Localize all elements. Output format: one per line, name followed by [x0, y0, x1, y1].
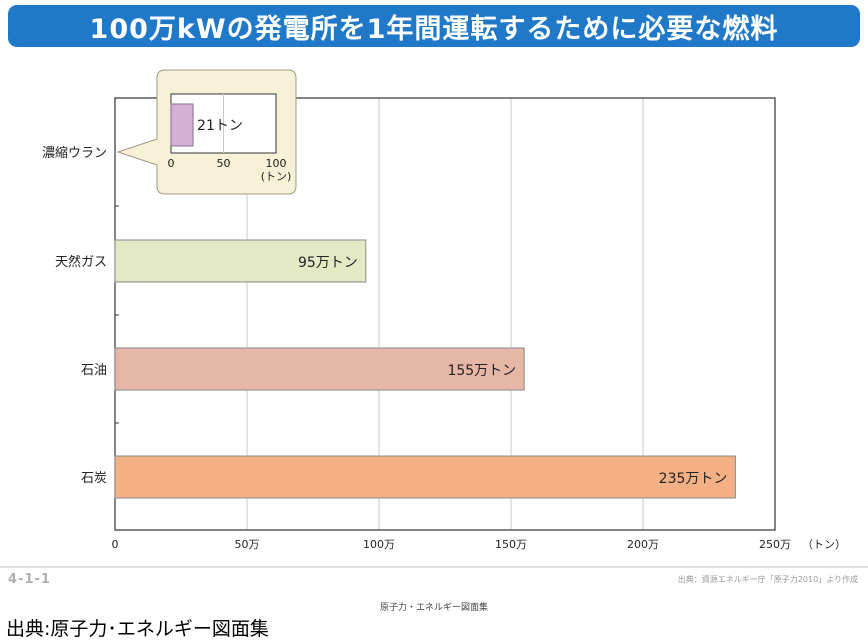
category-label: 石油 — [81, 363, 107, 378]
x-tick-label: 0 — [112, 538, 119, 551]
category-label: 濃縮ウラン — [42, 145, 107, 161]
x-tick-label: 250万 — [759, 538, 791, 551]
collection-title: 原子力・エネルギー図面集 — [379, 603, 488, 613]
inset-x-tick-label: 100 — [266, 157, 287, 170]
bar — [114, 455, 736, 499]
inset-x-tick-label: 50 — [217, 157, 231, 170]
bar — [114, 347, 525, 391]
source-note: 出典：資源エネルギー庁「原子力2010」より作成 — [677, 575, 858, 584]
x-tick-label: 150万 — [495, 538, 527, 551]
bar-value-label: 155万トン — [447, 363, 516, 379]
plot-frame — [114, 97, 776, 531]
x-tick-label: 50万 — [235, 538, 260, 551]
inset-x-unit-label: (トン) — [261, 170, 292, 183]
bar — [114, 239, 367, 283]
inset-bar — [170, 103, 194, 147]
chart-title: 100万kWの発電所を1年間運転するために必要な燃料 — [8, 5, 860, 47]
x-tick-label: 100万 — [363, 538, 395, 551]
inset-x-tick-label: 0 — [168, 157, 175, 170]
source-caption: 出典:原子力･エネルギー図面集 — [6, 618, 269, 640]
bar-value-label: 95万トン — [298, 255, 358, 271]
page-number: 4-1-1 — [8, 572, 51, 587]
category-label: 石炭 — [81, 471, 107, 486]
category-label: 天然ガス — [55, 254, 107, 270]
x-tick-label: 200万 — [627, 538, 659, 551]
x-unit-label: （トン） — [802, 538, 846, 551]
inset-bar-value-label: 21トン — [197, 118, 243, 134]
bar-value-label: 235万トン — [659, 471, 728, 487]
